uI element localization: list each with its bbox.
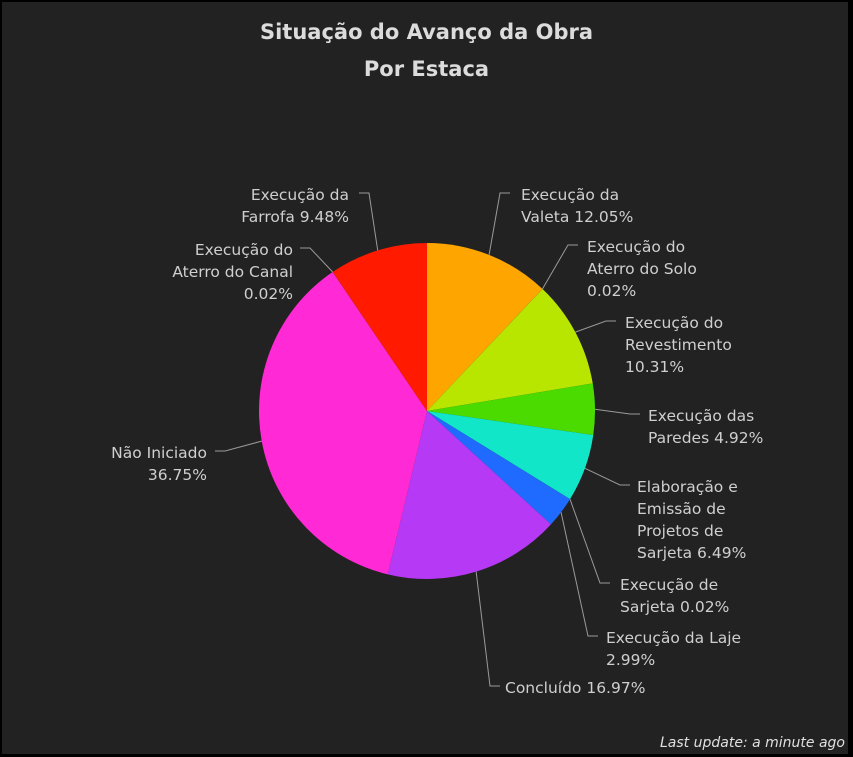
slice-label-line: Valeta 12.05% <box>521 208 633 226</box>
slice-label: Concluído 16.97% <box>505 679 645 697</box>
chart-subtitle: Por Estaca <box>363 57 490 81</box>
slice-label: Execução da Valeta 12.05% <box>521 186 633 226</box>
pie-slice[interactable] <box>387 411 551 579</box>
slice-label: Execução do Revestimento 10.31% <box>625 314 732 376</box>
slice-label-line: Concluído 16.97% <box>505 679 645 697</box>
slice-label: Execução da Laje 2.99% <box>606 629 741 669</box>
slice-label-line: Aterro do Solo <box>587 260 697 278</box>
pie-slice[interactable] <box>427 411 594 500</box>
slice-label-line: 10.31% <box>625 358 684 376</box>
slice-label: Execução das Paredes 4.92% <box>648 407 763 447</box>
pie-slice[interactable] <box>427 288 543 411</box>
slice-label-line: Execução da <box>521 186 619 204</box>
slice-label-line: Execução do <box>625 314 723 332</box>
leader-line <box>569 499 610 584</box>
leader-line <box>542 244 578 290</box>
leader-line <box>560 512 598 637</box>
slice-label-line: Execução da Laje <box>606 629 741 647</box>
slice-label: Não Iniciado 36.75% <box>111 444 207 484</box>
pie-slice[interactable] <box>258 272 427 575</box>
leader-line <box>584 467 630 486</box>
pie-slice[interactable] <box>427 243 543 411</box>
slice-label-line: 2.99% <box>606 651 655 669</box>
last-update-label: Last update: a minute ago <box>660 735 845 751</box>
slice-label-line: Execução do <box>587 238 685 256</box>
slice-label-line: Farrofa 9.48% <box>241 208 349 226</box>
slice-label-line: 0.02% <box>587 282 636 300</box>
slice-label-line: 36.75% <box>148 466 207 484</box>
slice-label-line: Não Iniciado <box>111 444 207 462</box>
slice-label: Execução do Aterro do Canal 0.02% <box>172 241 293 303</box>
pie-slice[interactable] <box>427 383 595 436</box>
slice-label-line: Execução da <box>251 186 349 204</box>
leader-line <box>300 247 334 273</box>
leader-line <box>594 408 640 415</box>
slice-label-line: Execução de <box>620 576 718 594</box>
slice-label-line: Revestimento <box>625 336 732 354</box>
slice-label: Execução da Farrofa 9.48% <box>241 186 349 226</box>
chart-title: Situação do Avanço da Obra <box>259 20 594 44</box>
slice-label: Execução de Sarjeta 0.02% <box>620 576 729 616</box>
slice-label-line: Execução das <box>648 407 754 425</box>
pie-slice[interactable] <box>427 411 570 525</box>
leader-line <box>488 192 510 255</box>
pie-slice[interactable] <box>332 243 427 411</box>
slice-label-line: 0.02% <box>244 285 293 303</box>
leader-line <box>359 192 379 251</box>
slice-label: Elaboração e Emissão de Projetos de Sarjeta… <box>637 478 746 562</box>
slice-label-line: Aterro do Canal <box>172 263 293 281</box>
slice-label-line: Paredes 4.92% <box>648 429 763 447</box>
leader-line <box>575 320 616 333</box>
slice-label-line: Sarjeta 6.49% <box>637 544 746 562</box>
slice-label-line: Elaboração e <box>637 478 738 496</box>
leader-line <box>215 440 262 452</box>
pie-slice[interactable] <box>427 411 571 500</box>
slice-label-line: Emissão de <box>637 500 726 518</box>
leader-line <box>475 571 500 687</box>
slice-label: Execução do Aterro do Solo 0.02% <box>587 238 697 300</box>
slice-label-line: Sarjeta 0.02% <box>620 598 729 616</box>
slice-label-line: Projetos de <box>637 522 723 540</box>
slice-label-line: Execução do <box>195 241 293 259</box>
pie-slice[interactable] <box>427 289 593 411</box>
pie-slice[interactable] <box>332 271 427 411</box>
